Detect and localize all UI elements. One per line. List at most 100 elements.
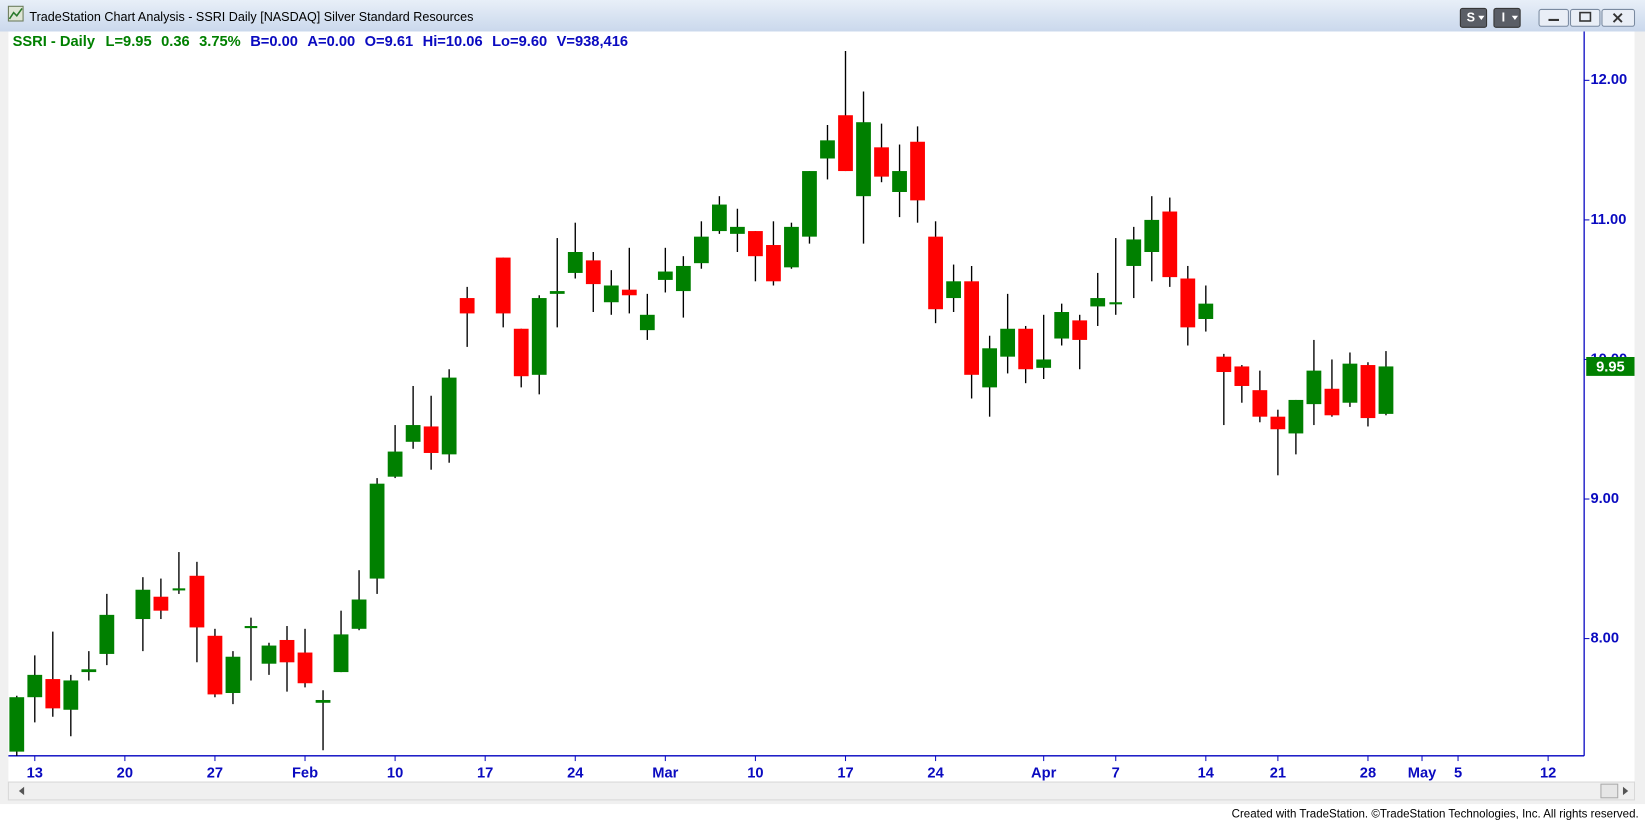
plot: [9, 51, 1394, 756]
candle-body: [730, 226, 745, 234]
candle-body: [1198, 303, 1214, 319]
y-tick-label: 8.00: [1590, 630, 1619, 646]
header-item: O=9.61: [365, 34, 414, 50]
candle-body: [9, 697, 25, 752]
candle-body: [1054, 312, 1070, 339]
x-tick-label: 10: [747, 766, 763, 782]
candle-body: [874, 147, 889, 177]
candle-body: [657, 271, 673, 280]
candle-body: [1360, 365, 1376, 419]
candle-body: [928, 236, 943, 310]
footer-band: [0, 804, 1645, 823]
candle-body: [441, 377, 457, 455]
candle-body: [748, 231, 763, 257]
i-button-label[interactable]: I: [1502, 11, 1505, 25]
header-item: SSRI - Daily: [13, 34, 96, 50]
candle-body: [1090, 298, 1106, 307]
candle-body: [153, 596, 169, 611]
candle-body: [693, 236, 709, 264]
candle-body: [856, 122, 871, 197]
header-item: Lo=9.60: [492, 34, 547, 50]
candle-body: [838, 115, 853, 172]
x-tick-label: 21: [1270, 766, 1286, 782]
x-tick-label: 20: [117, 766, 133, 782]
candle-body: [27, 674, 43, 698]
candle-body: [369, 483, 385, 579]
s-button[interactable]: S: [1459, 7, 1488, 28]
candle-body: [982, 348, 998, 388]
candle-body: [423, 426, 439, 453]
candle-body: [189, 575, 205, 628]
scroll-thumb[interactable]: [1600, 783, 1619, 799]
candle-body: [1234, 366, 1250, 386]
x-tick-label: May: [1408, 766, 1437, 782]
candle-body: [333, 634, 349, 673]
candle-body: [351, 599, 367, 629]
candle-body: [1270, 416, 1286, 430]
candle-body: [244, 626, 258, 629]
candle-body: [964, 281, 979, 375]
candle-body: [1306, 370, 1322, 405]
minimize-button[interactable]: [1538, 8, 1569, 27]
candle-body: [1018, 328, 1034, 370]
candle-body: [910, 141, 925, 201]
candle-body: [1144, 219, 1160, 252]
candle-body: [63, 680, 79, 710]
candle-body: [1072, 320, 1088, 340]
i-button[interactable]: I: [1493, 7, 1521, 28]
x-tick-label: 14: [1198, 766, 1215, 782]
x-tick-label: 24: [567, 766, 584, 782]
window-title: TradeStation Chart Analysis - SSRI Daily…: [29, 10, 473, 24]
candle-body: [531, 298, 547, 375]
candle-body: [99, 614, 115, 654]
candle-body: [1180, 278, 1196, 328]
candle-body: [802, 171, 817, 237]
x-tick-label: 28: [1360, 766, 1376, 782]
x-tick-label: 24: [927, 766, 944, 782]
candle-body: [784, 226, 799, 268]
candle-body: [1342, 363, 1358, 403]
x-tick-label: Mar: [652, 766, 678, 782]
candle-body: [225, 656, 241, 694]
close-button[interactable]: [1601, 8, 1636, 27]
axes: 8.009.0010.0011.0012.00132027Feb101724Ma…: [27, 72, 1635, 782]
app-icon-line: [8, 7, 23, 20]
candle-body: [567, 251, 583, 273]
candle-body: [172, 588, 186, 591]
candle-body: [1324, 388, 1340, 416]
header-item: B=0.00: [250, 34, 298, 50]
candle-body: [207, 635, 223, 695]
candle-body: [1036, 359, 1052, 368]
candle-body: [820, 140, 835, 159]
candle-body: [766, 245, 781, 282]
last-price-label: 9.95: [1596, 359, 1625, 375]
x-tick-label: 7: [1112, 766, 1120, 782]
candle-body: [946, 281, 961, 299]
scroll-right[interactable]: [1622, 786, 1629, 796]
header-item: 0.36: [161, 34, 190, 50]
restore-button[interactable]: [1569, 8, 1601, 27]
header-item: V=938,416: [557, 34, 628, 50]
candle-body: [45, 679, 61, 709]
candle-body: [513, 328, 529, 377]
last-price-tag: [1586, 356, 1635, 376]
candle-body: [549, 291, 565, 294]
candle-body: [585, 260, 601, 285]
candle-body: [297, 652, 313, 684]
x-tick-label: 27: [207, 766, 223, 782]
x-tick-label: Apr: [1031, 766, 1057, 782]
candle-body: [639, 314, 655, 331]
candle-body: [459, 298, 475, 314]
scroll-left[interactable]: [18, 786, 25, 796]
x-tick-label: 13: [27, 766, 43, 782]
s-button-label[interactable]: S: [1467, 11, 1475, 25]
candle-body: [405, 425, 421, 442]
candle-body: [261, 645, 277, 664]
candle-body: [1109, 302, 1123, 305]
scrollbar[interactable]: [7, 781, 1636, 801]
candle-body: [1000, 328, 1016, 357]
candle-body: [315, 699, 331, 703]
x-tick-label: 12: [1540, 766, 1556, 782]
